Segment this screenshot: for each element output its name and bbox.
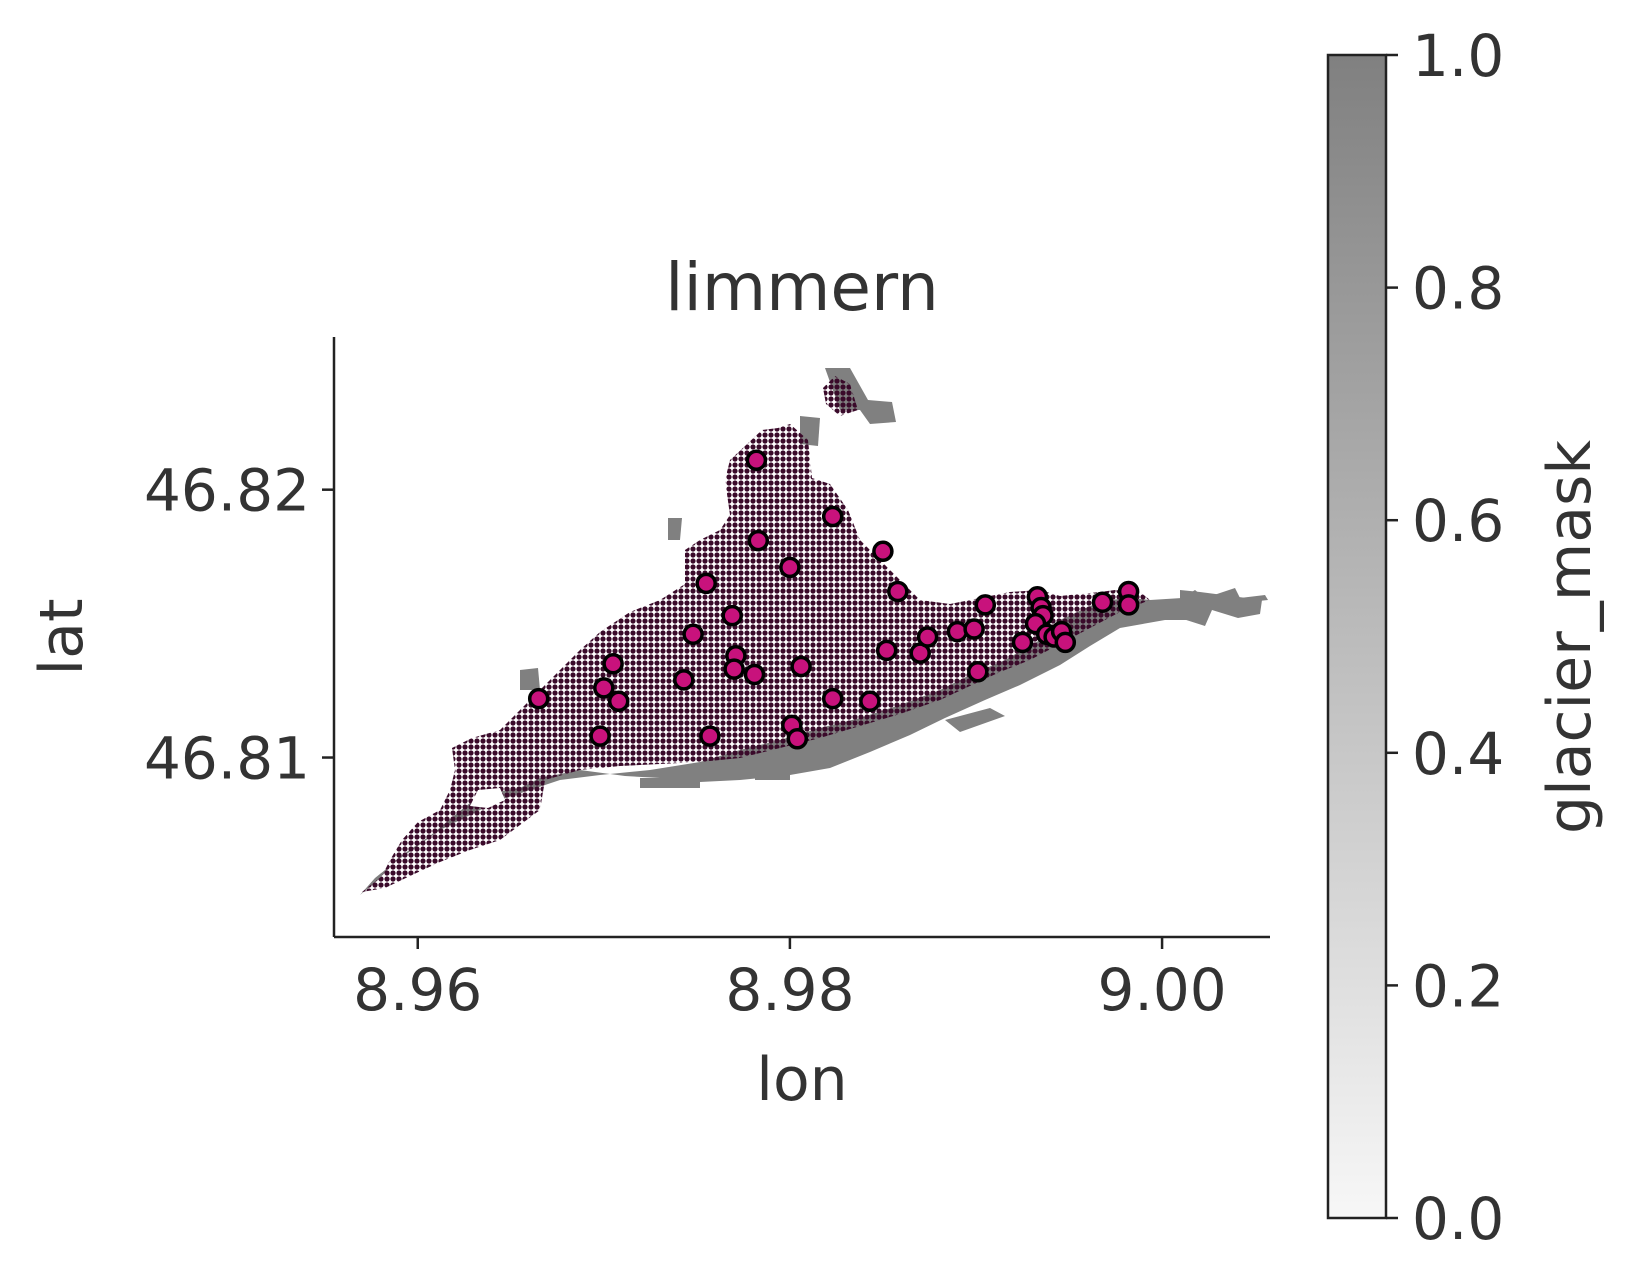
sample-point <box>872 540 894 563</box>
colorbar-label: glacier_mask <box>1535 440 1605 834</box>
sample-point <box>695 572 717 595</box>
x-ticks: 8.96 8.98 9.00 <box>353 937 1227 1024</box>
sample-point <box>747 529 770 552</box>
sample-point <box>721 604 743 627</box>
colorbar-tick-label: 0.0 <box>1412 1185 1504 1253</box>
colorbar-tick-label: 0.6 <box>1412 487 1504 555</box>
plot-area <box>360 368 1268 895</box>
y-tick-label: 46.81 <box>144 725 310 793</box>
sample-point <box>699 725 721 747</box>
sample-point <box>743 663 766 686</box>
sample-point <box>593 677 615 699</box>
colorbar-tick-label: 0.8 <box>1412 255 1504 323</box>
sample-point <box>589 725 611 747</box>
sample-point <box>607 690 630 713</box>
colorbar-gradient <box>1326 53 1388 1220</box>
y-axis-label: lat <box>27 599 97 676</box>
sample-point <box>974 594 997 616</box>
y-ticks: 46.81 46.82 <box>144 457 334 793</box>
sample-point <box>875 639 898 662</box>
chart-title: limmern <box>665 249 939 326</box>
sample-point <box>1054 631 1077 654</box>
colorbar-tick-label: 1.0 <box>1412 22 1504 90</box>
sample-point <box>916 626 939 648</box>
sample-point <box>779 556 801 579</box>
colorbar-tick-label: 0.4 <box>1412 720 1504 788</box>
gradient-field <box>362 376 1150 892</box>
sample-point <box>790 655 812 678</box>
sample-point <box>967 661 989 683</box>
sample-point <box>1011 631 1034 654</box>
sample-point <box>602 653 624 675</box>
sample-point <box>1091 591 1114 613</box>
colorbar: 0.0 0.2 0.4 0.6 0.8 1.0 glacier_mask <box>1326 22 1605 1253</box>
sample-points <box>527 449 1140 750</box>
sample-point <box>821 687 844 710</box>
sample-point <box>527 687 550 710</box>
sample-point <box>963 618 985 640</box>
y-tick-label: 46.82 <box>144 457 310 525</box>
x-tick-label: 9.00 <box>1098 956 1227 1024</box>
x-tick-label: 8.96 <box>353 956 482 1024</box>
colorbar-tick-label: 0.2 <box>1412 952 1504 1020</box>
sample-point <box>1117 594 1140 616</box>
sample-point <box>723 658 745 680</box>
colorbar-ticks: 0.0 0.2 0.4 0.6 0.8 1.0 <box>1386 22 1504 1253</box>
x-axis-label: lon <box>756 1045 847 1115</box>
sample-point <box>887 580 909 603</box>
sample-point <box>859 690 881 713</box>
sample-point <box>821 505 844 528</box>
sample-point <box>786 728 809 750</box>
x-tick-label: 8.98 <box>725 956 854 1024</box>
sample-point <box>673 669 695 691</box>
sample-point <box>745 449 768 471</box>
sample-point <box>682 623 704 646</box>
